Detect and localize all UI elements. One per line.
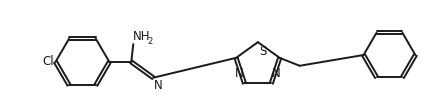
Text: N: N xyxy=(154,79,163,92)
Text: N: N xyxy=(272,67,281,80)
Text: NH: NH xyxy=(133,30,151,43)
Text: 2: 2 xyxy=(148,37,153,46)
Text: Cl: Cl xyxy=(42,55,54,68)
Text: S: S xyxy=(259,45,266,58)
Text: N: N xyxy=(235,67,243,80)
